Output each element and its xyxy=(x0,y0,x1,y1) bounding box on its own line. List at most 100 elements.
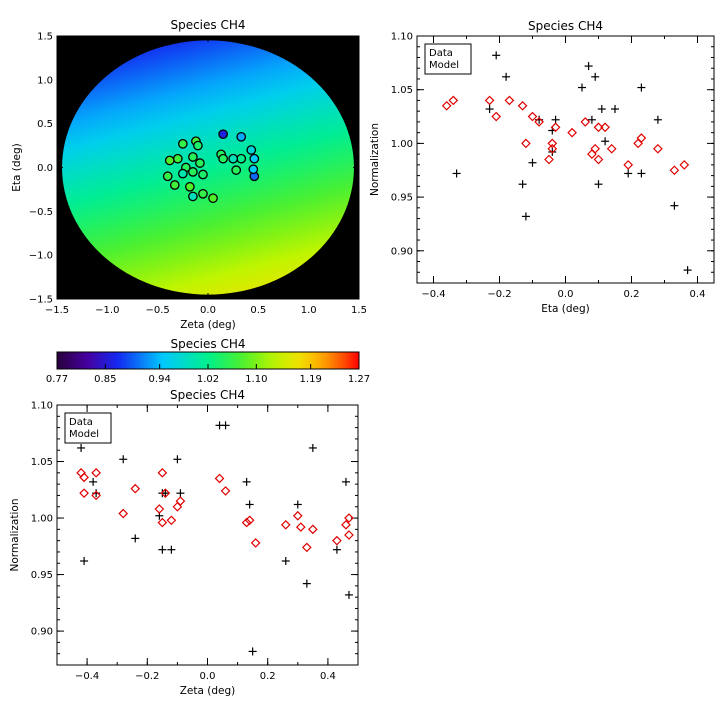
map-point xyxy=(198,169,208,180)
zeta_plot-model-point xyxy=(344,530,354,540)
eta_plot-model-point xyxy=(547,138,558,149)
eta_plot-model-point xyxy=(593,154,604,165)
zeta_plot-y-tick-label: 0.95 xyxy=(31,570,53,581)
map-y-tick-label: −1.5 xyxy=(29,295,53,306)
eta_plot-model-point xyxy=(593,122,604,133)
zeta_plot-y-tick-label: 1.10 xyxy=(31,401,53,412)
zeta_plot-data-point xyxy=(332,545,341,554)
eta_plot-model-point xyxy=(580,117,591,127)
eta_plot-data-point xyxy=(492,51,501,60)
eta_plot-model-point xyxy=(547,143,558,154)
zeta_plot-model-point xyxy=(166,515,177,526)
colorbar-tick-label: 0.85 xyxy=(94,374,116,385)
eta_plot-data-point xyxy=(551,115,560,124)
zeta_plot-data-point xyxy=(221,421,230,430)
eta_plot-model-point xyxy=(534,117,544,127)
eta_plot-model-point xyxy=(679,160,690,170)
zeta_plot-data-point xyxy=(77,443,86,452)
zeta_plot-model-point xyxy=(91,467,101,478)
eta_plot-model-point xyxy=(448,95,459,106)
zeta_plot-model-point xyxy=(280,519,291,530)
map-x-tick-label: −1.0 xyxy=(95,305,119,316)
map-y-tick-label: −1.0 xyxy=(29,251,53,262)
zeta_plot-legend-box xyxy=(64,412,112,444)
map-point xyxy=(218,129,228,140)
eta_plot-model-point xyxy=(623,160,634,170)
map-point xyxy=(218,153,228,164)
eta_plot-x-tick-label: 0.0 xyxy=(558,289,574,300)
map-y-tick-label: 1.5 xyxy=(37,32,53,43)
eta_plot-data-point xyxy=(452,169,461,178)
eta_plot-data-point xyxy=(485,105,494,114)
zeta_plot-model-point xyxy=(220,486,231,496)
map-x-tick-label: −0.5 xyxy=(146,305,170,316)
zeta_plot-data-point xyxy=(245,500,254,509)
map-point xyxy=(188,167,198,177)
zeta_plot-model-point xyxy=(244,515,255,526)
zeta_plot-model-point xyxy=(130,483,141,494)
map-point xyxy=(172,153,183,164)
eta_plot-model-point xyxy=(600,122,610,133)
eta_plot-y-tick-label: 0.90 xyxy=(391,246,413,257)
map-disk xyxy=(62,40,354,295)
eta_plot-data-point xyxy=(637,169,646,178)
zeta_plot-data-point xyxy=(302,579,311,588)
zeta_plot-model-point xyxy=(241,517,252,528)
eta_plot-data-point xyxy=(653,115,662,124)
colorbar-title: Species CH4 xyxy=(170,337,245,351)
colorbar-tick-label: 1.10 xyxy=(245,374,267,385)
map-point xyxy=(208,193,218,204)
map-point xyxy=(185,181,195,192)
zeta_plot-model-point xyxy=(79,488,89,499)
eta_plot-data-point xyxy=(587,115,596,124)
map-point xyxy=(195,158,205,168)
eta_plot-data-point xyxy=(670,201,679,210)
zeta_plot-model-point xyxy=(157,517,168,528)
map-x-tick-label: 1.0 xyxy=(301,305,317,316)
eta_plot-data-point xyxy=(584,62,593,71)
eta_plot-data-point xyxy=(578,83,586,92)
colorbar-tick-label: 0.94 xyxy=(149,374,171,385)
zeta_plot-data-point xyxy=(131,534,140,543)
eta_plot-model-point xyxy=(544,154,554,165)
zeta_plot-model-point xyxy=(160,488,171,499)
eta_plot-y-tick-label: 1.10 xyxy=(391,32,413,43)
eta_plot-data-point xyxy=(683,266,692,275)
eta_plot-data-point xyxy=(594,180,603,189)
eta_plot-model-point xyxy=(653,143,663,154)
map-point xyxy=(188,152,198,162)
zeta_plot-data-point xyxy=(89,477,98,486)
zeta_plot-data-point xyxy=(176,489,185,498)
eta_plot-data-point xyxy=(597,105,606,114)
colorbar-tick-label: 1.02 xyxy=(197,374,219,385)
eta_plot-model-point xyxy=(550,122,561,133)
colorbar-tick-label: 0.77 xyxy=(46,374,68,385)
zeta_plot-model-point xyxy=(91,490,101,501)
zeta_plot-model-point xyxy=(154,504,165,514)
map-point xyxy=(162,171,173,182)
eta_plot-y-tick-label: 1.05 xyxy=(391,85,413,96)
zeta_plot-data-point xyxy=(80,557,89,565)
zeta_plot-model-point xyxy=(250,538,261,548)
map-x-tick-label: 0.0 xyxy=(200,305,216,316)
zeta_plot-data-point xyxy=(344,590,353,599)
eta_plot-x-tick-label: 0.2 xyxy=(624,289,640,300)
eta_plot-data-point xyxy=(518,180,527,189)
zeta_plot-model-point xyxy=(79,472,89,483)
eta_plot-model-point xyxy=(636,133,647,143)
map-point xyxy=(177,138,188,149)
zeta_plot-model-point xyxy=(175,496,186,506)
eta_plot-model-point xyxy=(521,138,531,149)
zeta_plot-data-point xyxy=(281,557,290,565)
eta_plot-data-point xyxy=(502,72,511,81)
zeta_plot-model-point xyxy=(301,542,312,553)
eta_plot-data-point xyxy=(624,169,633,178)
zeta_plot-title: Species CH4 xyxy=(170,388,245,402)
zeta_plot-data-point xyxy=(167,545,176,554)
zeta_plot-model-point xyxy=(157,467,168,478)
zeta_plot-x-tick-label: 0.0 xyxy=(200,671,216,682)
eta_plot-model-point xyxy=(484,95,495,106)
zeta_plot-data-point xyxy=(119,455,128,464)
zeta_plot-x-tick-label: 0.2 xyxy=(260,671,276,682)
eta_plot-data-point xyxy=(521,212,530,221)
